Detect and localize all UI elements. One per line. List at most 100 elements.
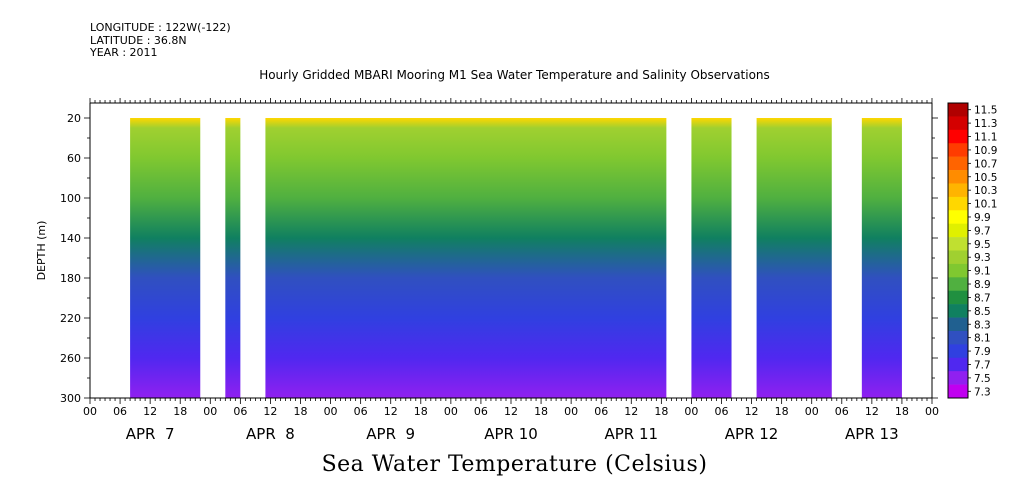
x-day-label: APR 11 xyxy=(604,425,658,443)
x-tick-label: 00 xyxy=(444,405,458,418)
x-tick-label: 18 xyxy=(414,405,428,418)
x-tick-label: 00 xyxy=(684,405,698,418)
colorbar-swatch xyxy=(948,290,968,305)
colorbar-swatch xyxy=(948,143,968,157)
x-day-label: APR 10 xyxy=(484,425,538,443)
colorbar-label: 10.7 xyxy=(974,158,997,170)
colorbar-label: 7.7 xyxy=(974,359,991,371)
colorbar-label: 9.3 xyxy=(974,252,991,264)
x-tick-label: 12 xyxy=(263,405,277,418)
colorbar-swatch xyxy=(948,223,968,238)
x-tick-label: 18 xyxy=(654,405,668,418)
colorbar-label: 10.5 xyxy=(974,172,997,184)
colorbar-label: 9.1 xyxy=(974,266,991,278)
colorbar-swatch xyxy=(948,304,968,318)
x-tick-label: 12 xyxy=(504,405,518,418)
colorbar-swatch xyxy=(948,384,968,399)
colorbar-swatch xyxy=(948,344,968,359)
x-tick-label: 12 xyxy=(143,405,157,418)
data-segment xyxy=(756,118,832,398)
x-day-label: APR 12 xyxy=(725,425,779,443)
x-tick-label: 18 xyxy=(895,405,909,418)
colorbar-label: 8.1 xyxy=(974,333,991,345)
data-segment xyxy=(225,118,241,398)
x-tick-label: 06 xyxy=(474,405,488,418)
y-axis-label: DEPTH (m) xyxy=(35,221,48,281)
chart-caption: Sea Water Temperature (Celsius) xyxy=(321,452,708,477)
x-tick-label: 12 xyxy=(624,405,638,418)
colorbar-swatch xyxy=(948,263,968,278)
y-tick-label: 260 xyxy=(60,352,81,365)
y-tick-label: 220 xyxy=(60,312,81,325)
colorbar-swatch xyxy=(948,250,968,265)
x-tick-label: 06 xyxy=(233,405,247,418)
data-segment xyxy=(130,118,201,398)
data-segment xyxy=(691,118,732,398)
colorbar-label: 9.5 xyxy=(974,239,991,251)
y-tick-label: 300 xyxy=(60,392,81,405)
colorbar-label: 10.1 xyxy=(974,199,997,211)
colorbar-label: 8.9 xyxy=(974,279,991,291)
colorbar-label: 7.3 xyxy=(974,386,991,398)
colorbar-swatch xyxy=(948,371,968,385)
colorbar-swatch xyxy=(948,317,968,332)
x-tick-label: 00 xyxy=(203,405,217,418)
x-tick-label: 12 xyxy=(865,405,879,418)
colorbar-label: 10.3 xyxy=(974,185,997,197)
x-tick-label: 06 xyxy=(113,405,127,418)
colorbar-swatch xyxy=(948,156,968,171)
colorbar-swatch xyxy=(948,196,968,211)
colorbar-frame xyxy=(947,102,969,399)
colorbar-swatch xyxy=(948,237,968,251)
x-tick-label: 00 xyxy=(83,405,97,418)
x-tick-label: 06 xyxy=(835,405,849,418)
chart-title: Hourly Gridded MBARI Mooring M1 Sea Wate… xyxy=(259,68,770,82)
colorbar-swatch xyxy=(948,277,968,292)
x-tick-label: 18 xyxy=(775,405,789,418)
y-tick-label: 180 xyxy=(60,272,81,285)
x-tick-label: 00 xyxy=(324,405,338,418)
x-day-label: APR 7 xyxy=(126,425,175,443)
colorbar-label: 11.5 xyxy=(974,105,997,117)
data-segment xyxy=(265,118,667,398)
colorbar-label: 11.3 xyxy=(974,118,997,130)
x-tick-label: 00 xyxy=(805,405,819,418)
x-tick-label: 06 xyxy=(715,405,729,418)
y-tick-label: 140 xyxy=(60,232,81,245)
x-tick-label: 00 xyxy=(564,405,578,418)
y-tick-label: 100 xyxy=(60,192,81,205)
colorbar-swatch xyxy=(948,103,968,117)
colorbar-label: 9.9 xyxy=(974,212,991,224)
colorbar-label: 8.3 xyxy=(974,319,991,331)
x-day-label: APR 8 xyxy=(246,425,295,443)
colorbar-swatch xyxy=(948,357,968,372)
year-label: YEAR : 2011 xyxy=(90,46,158,59)
x-day-label: APR 9 xyxy=(366,425,415,443)
colorbar-label: 8.7 xyxy=(974,292,991,304)
x-tick-label: 18 xyxy=(173,405,187,418)
colorbar-swatch xyxy=(948,116,968,131)
x-tick-label: 18 xyxy=(534,405,548,418)
x-tick-label: 06 xyxy=(594,405,608,418)
x-tick-label: 00 xyxy=(925,405,939,418)
x-tick-label: 06 xyxy=(354,405,368,418)
colorbar-swatch xyxy=(948,210,968,224)
colorbar-swatch xyxy=(948,183,968,198)
colorbar-swatch xyxy=(948,330,968,345)
y-tick-label: 60 xyxy=(67,152,81,165)
x-tick-label: 18 xyxy=(294,405,308,418)
colorbar-label: 7.9 xyxy=(974,346,991,358)
longitude-label: LONGITUDE : 122W(-122) xyxy=(90,21,231,34)
colorbar-swatch xyxy=(948,129,968,144)
metadata-block: LONGITUDE : 122W(-122) LATITUDE : 36.8N … xyxy=(90,21,231,60)
data-segment xyxy=(861,118,902,398)
colorbar-swatch xyxy=(948,170,968,184)
colorbar-label: 7.5 xyxy=(974,373,991,385)
colorbar-label: 8.5 xyxy=(974,306,991,318)
x-day-label: APR 13 xyxy=(845,425,899,443)
x-tick-label: 12 xyxy=(745,405,759,418)
y-tick-label: 20 xyxy=(67,112,81,125)
x-tick-label: 12 xyxy=(384,405,398,418)
colorbar-label: 10.9 xyxy=(974,145,997,157)
